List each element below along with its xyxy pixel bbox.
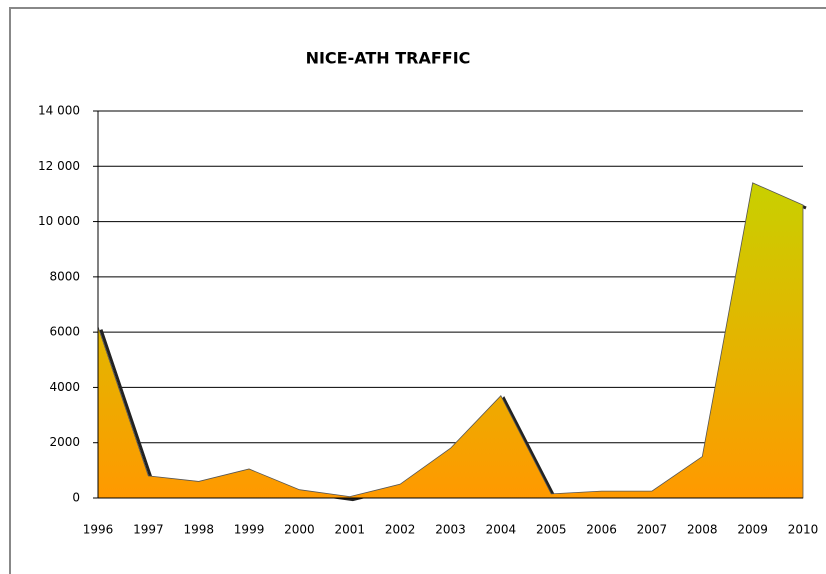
y-tick-label: 6000 — [49, 325, 80, 339]
frame — [9, 7, 826, 574]
x-tick-label: 2010 — [788, 523, 819, 537]
chart-title: NICE-ATH TRAFFIC — [306, 49, 471, 68]
area — [97, 182, 804, 499]
y-tick-label: 0 — [72, 491, 80, 505]
x-tick-label: 2007 — [637, 523, 668, 537]
y-tick-label: 14 000 — [38, 104, 80, 118]
y-tick-label: 10 000 — [38, 214, 80, 228]
x-tick-label: 2008 — [687, 523, 718, 537]
x-tick-label: 1997 — [133, 523, 164, 537]
x-tick-label: 2000 — [284, 523, 315, 537]
x-tick-label: 2005 — [536, 523, 567, 537]
x-tick-label: 1998 — [183, 523, 214, 537]
x-tick-label: 2002 — [385, 523, 416, 537]
y-tick-label: 4000 — [49, 380, 80, 394]
y-tick-label: 8000 — [49, 269, 80, 283]
x-tick-label: 1996 — [83, 523, 114, 537]
x-tick-label: 2001 — [335, 523, 366, 537]
y-tick-label: 2000 — [49, 435, 80, 449]
x-tick-label: 2003 — [435, 523, 466, 537]
x-tick-label: 2004 — [486, 523, 517, 537]
x-tick-label: 2009 — [737, 523, 768, 537]
x-tick-label: 1999 — [234, 523, 265, 537]
y-tick-label: 12 000 — [38, 159, 80, 173]
x-tick-label: 2006 — [586, 523, 617, 537]
